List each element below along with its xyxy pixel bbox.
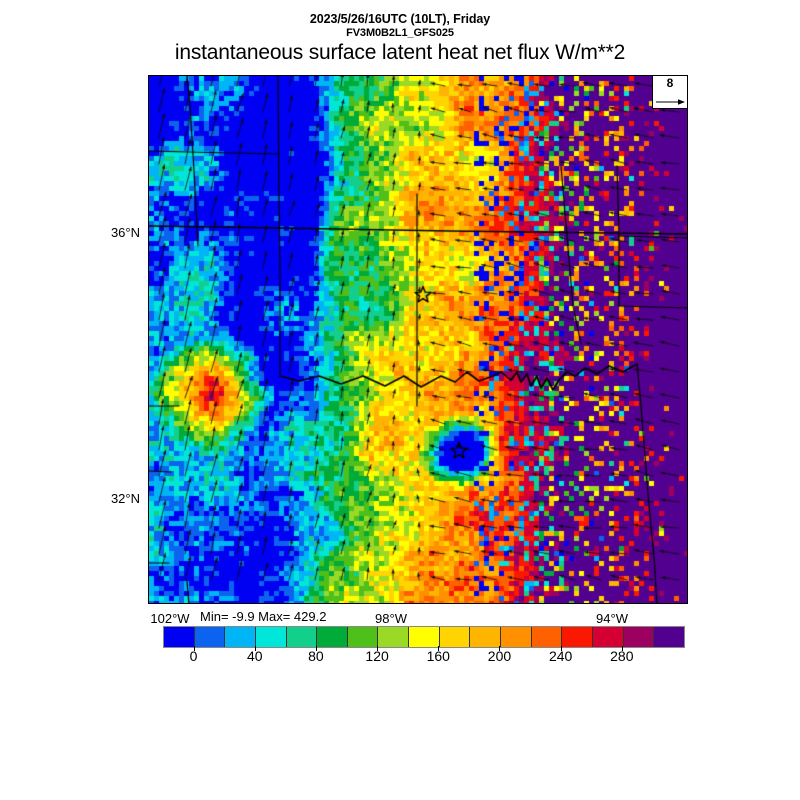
colorbar-tick-label: 240 [548, 648, 573, 664]
colorbar-segment [378, 627, 410, 647]
map-overlays [149, 76, 687, 603]
colorbar[interactable] [163, 626, 685, 648]
colorbar-tick [254, 646, 256, 651]
colorbar-tick [499, 646, 501, 651]
colorbar-segment [592, 627, 624, 647]
colorbar-ticks [163, 646, 683, 652]
colorbar-segment [531, 627, 563, 647]
wind-scale-legend: 8 [652, 76, 687, 109]
colorbar-segment [194, 627, 226, 647]
colorbar-segment [409, 627, 440, 647]
colorbar-tick [193, 646, 195, 651]
colorbar-segment [347, 627, 379, 647]
colorbar-tick-label: 80 [308, 648, 324, 664]
colorbar-segment [623, 627, 655, 647]
colorbar-tick-label: 120 [365, 648, 389, 664]
lat-label-36N: 36°N [110, 225, 140, 240]
wind-scale-value: 8 [666, 76, 674, 90]
colorbar-segment [317, 627, 348, 647]
title-datetime: 2023/5/26/16UTC (10LT), Friday [309, 12, 491, 26]
colorbar-tick [621, 646, 623, 651]
colorbar-tick-label: 40 [246, 648, 263, 664]
colorbar-tick-label: 0 [189, 648, 198, 664]
colorbar-segment [439, 627, 471, 647]
colorbar-segment [501, 627, 532, 647]
lon-label-98W: 98°W [375, 611, 407, 626]
colorbar-tick-label: 280 [610, 648, 634, 664]
colorbar-segment [562, 627, 593, 647]
title-variable: instantaneous surface latent heat net fl… [174, 41, 626, 64]
colorbar-tick [377, 646, 379, 651]
lat-label-32N: 32°N [110, 491, 140, 506]
colorbar-segment [225, 627, 256, 647]
colorbar-tick-labels: 0 40 80 120 160 200 240 280 [0, 648, 800, 666]
title-model: FV3M0B2L1_GFS025 [346, 27, 454, 39]
colorbar-segment [255, 627, 287, 647]
min-max-stats: Min= -9.9 Max= 429.2 [200, 609, 327, 624]
lon-label-94W: 94°W [596, 611, 628, 626]
colorbar-tick [560, 646, 562, 651]
lon-label-102W: 102°W [150, 611, 190, 626]
colorbar-tick [315, 646, 317, 651]
colorbar-segment [164, 627, 195, 647]
colorbar-tick-label: 160 [426, 648, 450, 664]
colorbar-tick [438, 646, 440, 651]
wind-vector-arrow-icon [656, 99, 685, 105]
map-plot-area[interactable]: 8 [148, 75, 688, 604]
colorbar-segment [286, 627, 318, 647]
colorbar-tick-label: 200 [487, 648, 512, 664]
colorbar-segment [470, 627, 502, 647]
colorbar-segment [654, 627, 684, 647]
